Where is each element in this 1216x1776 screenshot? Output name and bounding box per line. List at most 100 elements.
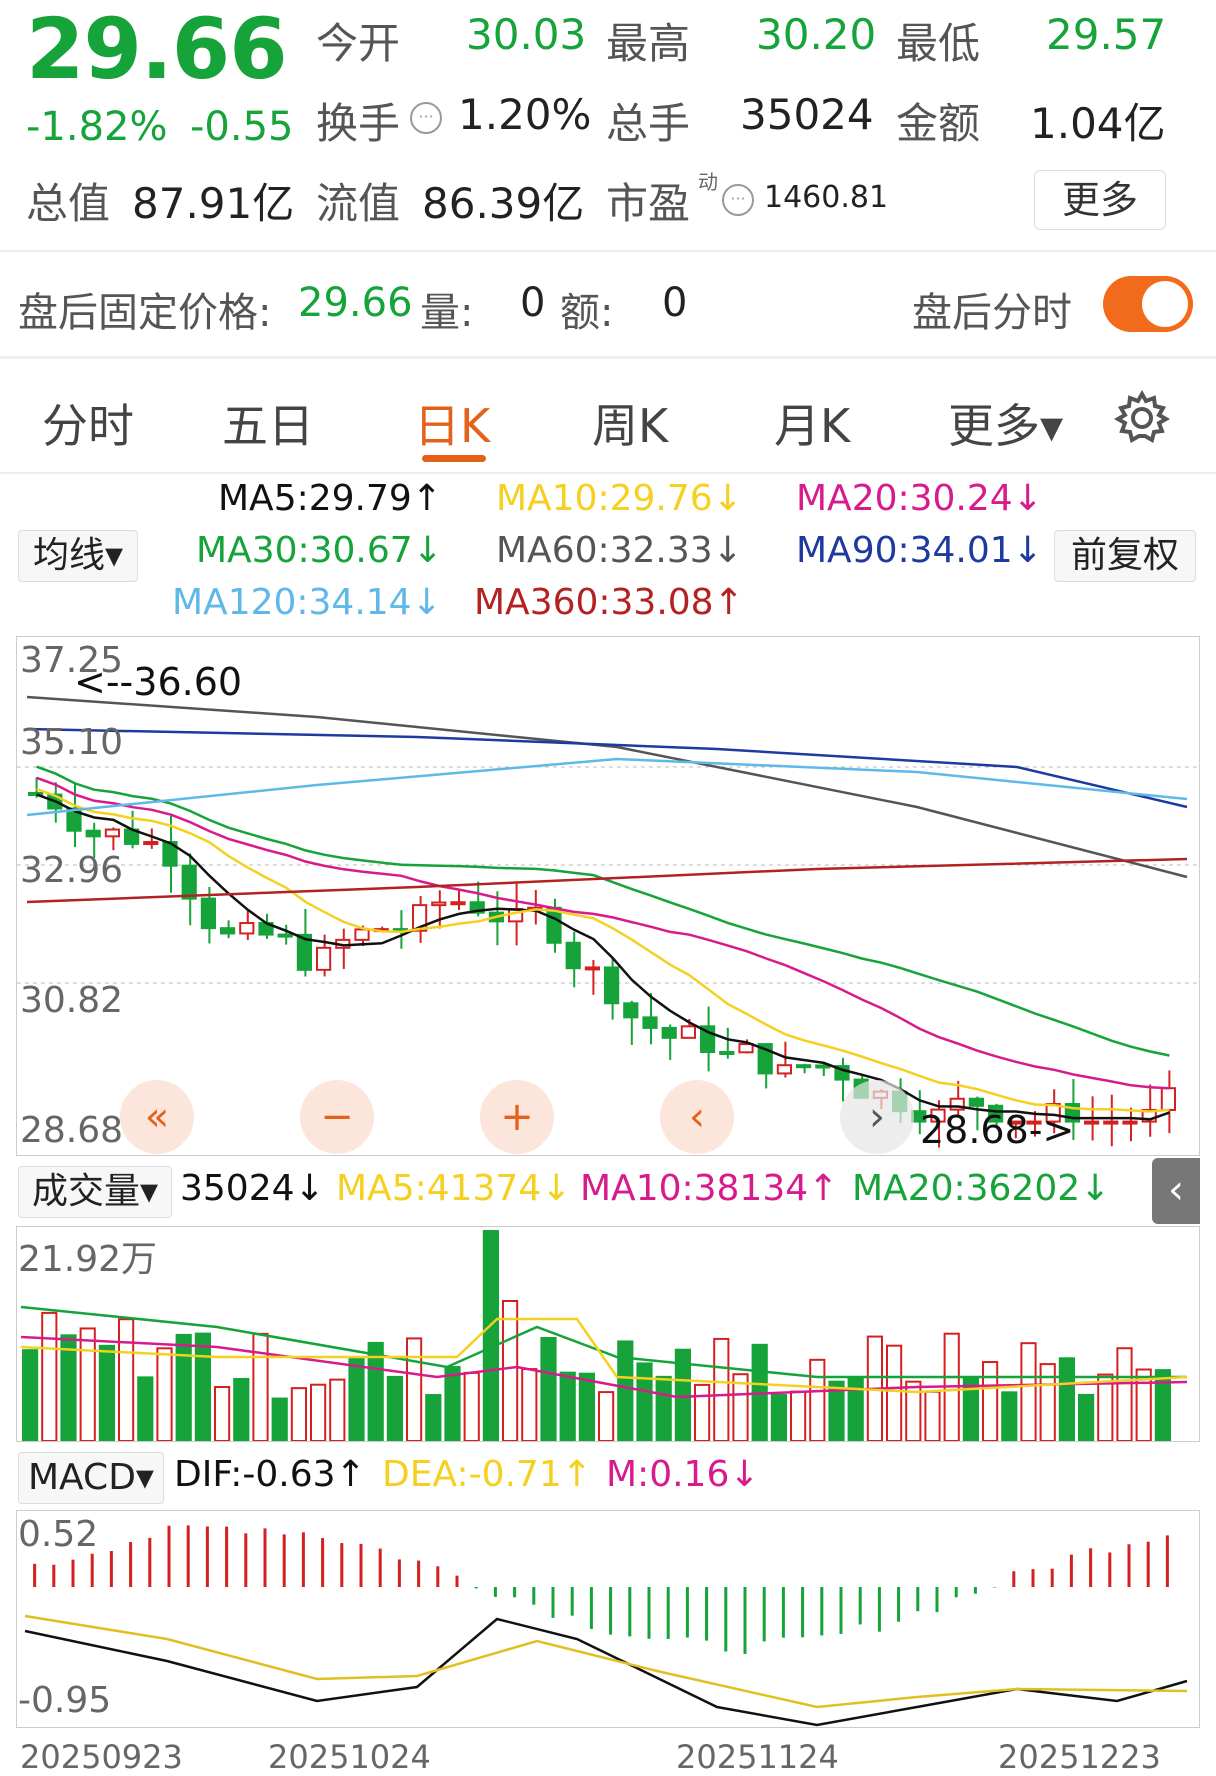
zoom-in-button[interactable]: + [480, 1080, 554, 1154]
candle-body [642, 1016, 658, 1029]
adjust-selector[interactable]: 前复权 [1054, 530, 1196, 582]
volume-bar [886, 1344, 903, 1441]
ma60-legend: MA60:32.33↓ [496, 530, 743, 571]
turnover-label: 换手 [316, 99, 401, 148]
turnover-value: 1.20% [458, 90, 592, 139]
volume-bar [329, 1378, 346, 1441]
active-tab-indicator [422, 455, 486, 462]
volume-value: 35024↓ [180, 1168, 325, 1209]
volume-bar [1058, 1357, 1076, 1441]
next-button[interactable]: › [840, 1080, 914, 1154]
prev-button[interactable]: ‹ [660, 1080, 734, 1154]
tab-daily-k[interactable]: 日K [414, 399, 491, 453]
info-icon[interactable]: ··· [722, 184, 754, 216]
candle-body [661, 1026, 677, 1039]
candle-body [239, 922, 255, 935]
candle-body [1084, 1120, 1100, 1125]
volume-plot [20, 1230, 1188, 1441]
after-hours-amt-label: 额: [560, 290, 614, 336]
candle-body [776, 1064, 792, 1075]
kline-chart[interactable] [16, 636, 1200, 1156]
candle-body [623, 1002, 639, 1019]
pe-label: 市盈 [606, 179, 691, 228]
more-button[interactable]: 更多 [1034, 170, 1166, 230]
volume-bar [482, 1230, 499, 1441]
volume-bar [540, 1336, 557, 1441]
volume-bar [137, 1376, 154, 1441]
volume-bar [79, 1327, 96, 1441]
after-hours-price: 29.66 [298, 280, 413, 326]
volume-chart[interactable] [16, 1226, 1200, 1442]
volume-bar [118, 1318, 135, 1441]
kline-plot [17, 695, 1199, 1148]
vol-ma5-line [20, 1317, 1188, 1394]
volume-bar [252, 1332, 269, 1441]
volume-bar [194, 1332, 212, 1441]
total-mv-label: 总值 [26, 179, 111, 228]
candle-body [143, 841, 159, 846]
zoom-out-button[interactable]: − [300, 1080, 374, 1154]
tab-monthly-k[interactable]: 月K [774, 399, 851, 453]
candle-body [354, 928, 370, 941]
indicator-selector[interactable]: 均线▾ [18, 530, 138, 582]
date-label: 20251124 [676, 1738, 839, 1776]
change-percent: -1.82% [26, 104, 168, 150]
macd-selector[interactable]: MACD▾ [18, 1452, 164, 1504]
volume-bar [790, 1390, 807, 1441]
settings-gear-icon[interactable] [1112, 388, 1172, 452]
candle-body [1103, 1120, 1119, 1125]
ma360-line [26, 857, 1188, 904]
candle-body [450, 901, 466, 906]
volume-max-label: 21.92万 [18, 1239, 158, 1280]
y-axis-label: 32.96 [20, 850, 124, 891]
rewind-button[interactable]: « [120, 1080, 194, 1154]
volume-bar [233, 1377, 250, 1441]
toggle-knob [1142, 281, 1188, 327]
tab-intraday[interactable]: 分时 [42, 399, 134, 453]
volume-bar [444, 1366, 461, 1441]
info-icon[interactable]: ··· [410, 102, 442, 134]
ma-line [36, 793, 1170, 1121]
volume-bar [713, 1337, 730, 1441]
macd-chart[interactable] [16, 1510, 1200, 1728]
candle-body [85, 829, 101, 838]
volume-bar [463, 1371, 480, 1441]
change-amount: -0.55 [190, 104, 294, 150]
volume-selector[interactable]: 成交量▾ [18, 1166, 172, 1218]
volume-bar [617, 1340, 634, 1441]
volume-label: 总手 [606, 99, 691, 148]
y-axis-label: 30.82 [20, 980, 124, 1021]
volume-bar [732, 1373, 749, 1441]
candle-body [1122, 1120, 1138, 1125]
tab-more[interactable]: 更多▾ [948, 399, 1064, 453]
divider [0, 356, 1216, 359]
after-hours-vol: 0 [520, 280, 546, 326]
candle-body [200, 897, 217, 930]
volume-bar [1116, 1347, 1133, 1441]
candle-body [930, 1108, 946, 1123]
after-hours-amt: 0 [662, 280, 688, 326]
candle-body [738, 1043, 754, 1054]
macd-dif: DIF:-0.63↑ [174, 1454, 366, 1495]
tab-five-day[interactable]: 五日 [222, 399, 314, 453]
candle-body [104, 828, 121, 838]
date-label: 20250923 [20, 1738, 183, 1776]
tab-weekly-k[interactable]: 周K [592, 399, 669, 453]
candle-body [546, 906, 562, 944]
ma90-line [26, 727, 1188, 809]
pe-value: 1460.81 [764, 180, 889, 215]
volume-bar [60, 1334, 77, 1441]
ma-line [36, 776, 1170, 1090]
ma120-legend: MA120:34.14↓ [172, 582, 442, 623]
low-value: 29.57 [1046, 10, 1167, 59]
collapse-panel-tab[interactable]: ‹ [1152, 1158, 1200, 1224]
volume-bar [214, 1385, 231, 1441]
ma120-line [26, 757, 1188, 817]
ma-line [36, 787, 1170, 1113]
after-hours-toggle[interactable] [1103, 276, 1193, 332]
volume-ma20: MA20:36202↓ [852, 1168, 1111, 1209]
candle-body [296, 933, 312, 971]
candle-body [220, 927, 236, 935]
volume-bar [175, 1333, 192, 1441]
volume-bar [1097, 1373, 1114, 1441]
